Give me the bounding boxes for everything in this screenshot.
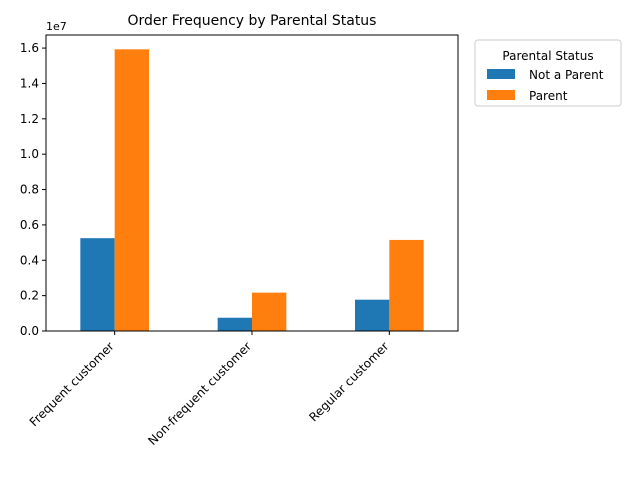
bar-parent-frequent-customer (114, 49, 149, 332)
legend-title: Parental Status (502, 49, 593, 63)
x-axis: Frequent customer Non-frequent customer Re… (27, 331, 391, 448)
bar-parent-non-frequent-customer (252, 292, 287, 331)
y-tick-label: 0.2 (20, 289, 39, 303)
y-tick-label: 1.0 (20, 147, 39, 161)
y-tick-label: 0.6 (20, 218, 39, 232)
legend-label-parent: Parent (529, 89, 568, 103)
x-tick-label-non-frequent-customer: Non-frequent customer (145, 339, 254, 448)
legend-swatch-parent (487, 90, 515, 100)
plot-frame (45, 34, 459, 332)
bar-parent-regular-customer (389, 239, 424, 331)
legend: Parental Status Not a Parent Parent (474, 39, 622, 107)
legend-swatch-not-a-parent (487, 69, 515, 79)
y-tick-label: 1.4 (20, 76, 39, 90)
y-tick-label: 0.0 (20, 324, 39, 338)
y-tick-label: 0.4 (20, 253, 39, 267)
y-axis: 0.0 0.2 0.4 0.6 0.8 1.0 1.2 1.4 1.6 (20, 41, 46, 338)
bar-not-a-parent-non-frequent-customer (217, 317, 252, 331)
legend-frame (474, 39, 622, 107)
bar-not-a-parent-frequent-customer (80, 238, 115, 331)
bar-not-a-parent-regular-customer (355, 299, 390, 331)
legend-label-not-a-parent: Not a Parent (529, 68, 604, 82)
chart-title: Order Frequency by Parental Status (128, 13, 377, 29)
y-tick-label: 0.8 (20, 183, 39, 197)
y-axis-offset-text: 1e7 (46, 20, 67, 33)
x-tick-label-frequent-customer: Frequent customer (27, 339, 117, 429)
x-tick-label-regular-customer: Regular customer (306, 339, 391, 424)
bars-layer (80, 49, 424, 332)
y-tick-label: 1.6 (20, 41, 39, 55)
y-tick-label: 1.2 (20, 112, 39, 126)
